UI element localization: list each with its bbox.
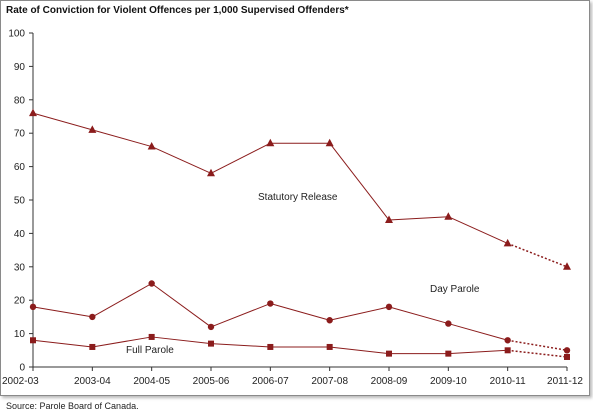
data-point: [326, 317, 333, 324]
data-point: [504, 337, 511, 344]
x-tick-label: 2009-10: [430, 376, 467, 387]
data-point: [385, 303, 393, 311]
series-line-segment: [329, 346, 390, 355]
data-point: [563, 262, 571, 270]
series-line-segment: [507, 242, 568, 268]
series-line-segment: [270, 303, 330, 321]
series-line-segment: [448, 323, 508, 341]
data-point: [147, 142, 156, 150]
series-line-segment: [151, 283, 212, 328]
chart-title: Rate of Conviction for Violent Offences …: [6, 5, 349, 16]
series-label: Statutory Release: [258, 192, 338, 203]
data-point: [385, 215, 393, 224]
data-point: [208, 340, 214, 347]
data-point: [207, 168, 215, 177]
series-line-segment: [92, 283, 152, 318]
x-tick-label: 2008-09: [371, 376, 408, 387]
data-point: [29, 108, 37, 117]
x-tick-label: 2004-05: [133, 376, 170, 387]
x-tick-label: 2002-03: [2, 376, 39, 387]
data-point: [444, 212, 453, 220]
series-line-segment: [92, 129, 152, 148]
data-point: [30, 337, 36, 344]
data-point: [503, 238, 512, 247]
x-tick-label: 2007-08: [311, 376, 348, 387]
series-label: Full Parole: [126, 345, 174, 356]
series-line-segment: [388, 306, 449, 325]
series-line-segment: [329, 142, 390, 221]
data-point: [564, 353, 570, 360]
y-tick-label: 40: [14, 229, 26, 240]
x-tick-label: 2003-04: [74, 376, 111, 387]
series-line-segment: [32, 112, 93, 131]
data-point: [445, 350, 452, 357]
x-tick-label: 2006-07: [252, 376, 289, 387]
data-point: [89, 313, 96, 321]
series-day-parole: Day Parole: [29, 280, 571, 354]
series-line-segment: [151, 146, 212, 174]
series-line-segment: [210, 343, 271, 348]
source-note: Source: Parole Board of Canada.: [6, 401, 139, 411]
x-tick-label: 2011-12: [547, 376, 583, 387]
series-line-segment: [32, 339, 93, 348]
data-point: [445, 320, 452, 327]
series-label: Day Parole: [430, 284, 480, 295]
data-point: [326, 343, 333, 350]
series-full-parole: Full Parole: [30, 333, 570, 360]
y-tick-label: 20: [14, 296, 26, 307]
data-point: [148, 333, 155, 340]
series-line-segment: [329, 306, 390, 321]
series-line-segment: [507, 339, 568, 352]
y-tick-label: 100: [8, 29, 25, 40]
series-line-segment: [92, 336, 152, 348]
series-statutory-release: Statutory Release: [29, 108, 571, 270]
x-tick-label: 2005-06: [193, 376, 230, 387]
series-line-segment: [210, 303, 271, 328]
y-tick-label: 0: [19, 363, 25, 374]
series-line-segment: [388, 216, 449, 221]
data-point: [266, 138, 275, 147]
data-point: [29, 303, 37, 311]
series-line-segment: [32, 306, 93, 318]
y-tick-label: 10: [14, 329, 26, 340]
data-point: [89, 343, 96, 350]
y-tick-label: 70: [14, 129, 26, 140]
data-point: [267, 343, 274, 350]
y-tick-label: 50: [14, 196, 26, 207]
series-line-segment: [507, 349, 568, 358]
data-point: [207, 323, 215, 331]
series-line-segment: [448, 349, 508, 355]
series-line-segment: [448, 216, 508, 244]
chart-frame: [0, 0, 590, 396]
data-point: [504, 347, 511, 354]
y-tick-label: 90: [14, 62, 26, 73]
y-tick-label: 30: [14, 262, 26, 273]
data-point: [325, 138, 334, 147]
data-point: [386, 350, 392, 357]
x-tick-label: 2010-11: [490, 376, 526, 387]
y-tick-label: 80: [14, 95, 26, 106]
data-point: [563, 347, 571, 354]
series-line-segment: [151, 336, 212, 345]
series-line-segment: [210, 142, 271, 174]
data-point: [267, 300, 274, 307]
y-tick-label: 60: [14, 162, 26, 173]
plot-area: 0 10 20 30 40 50 60 70 80 90 100 2002-03 2003-04 2004…: [2, 29, 583, 388]
data-point: [148, 280, 155, 287]
data-point: [88, 125, 97, 133]
